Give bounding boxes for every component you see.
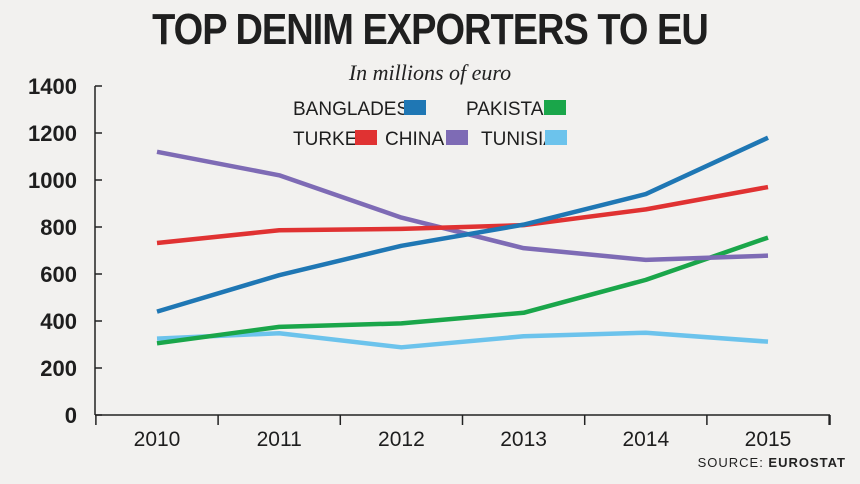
series-line-tunisia bbox=[156, 330, 769, 350]
legend-label-turkey: TURKEY bbox=[293, 129, 370, 150]
legend-swatch-china bbox=[446, 130, 468, 145]
legend-swatch-pakistan bbox=[544, 100, 566, 115]
x-tick-label: 2012 bbox=[378, 428, 425, 451]
source-name: EUROSTAT bbox=[768, 455, 846, 470]
source-note: SOURCE: EUROSTAT bbox=[698, 455, 846, 470]
x-tick-label: 2013 bbox=[500, 428, 547, 451]
legend-label-pakistan: PAKISTAN bbox=[466, 99, 557, 120]
y-tick-label: 1000 bbox=[28, 168, 77, 193]
x-tick-label: 2014 bbox=[622, 428, 669, 451]
legend-swatch-tunisia bbox=[545, 130, 567, 145]
chart-subtitle: In millions of euro bbox=[348, 60, 512, 85]
legend: BANGLADESH PAKISTAN TURKEY CHINA TUNISIA bbox=[293, 99, 567, 150]
legend-label-china: CHINA bbox=[385, 129, 444, 150]
x-tick-label: 2010 bbox=[134, 428, 181, 451]
chart-title: TOP DENIM EXPORTERS TO EU bbox=[152, 6, 709, 55]
series-line-china bbox=[156, 149, 769, 263]
series-line-bangladesh bbox=[156, 135, 769, 314]
legend-label-tunisia: TUNISIA bbox=[481, 129, 556, 150]
y-tick-label: 1400 bbox=[28, 74, 77, 99]
axes: 0 200 400 600 800 1000 1200 1400 2010 2011 2012 201… bbox=[28, 74, 831, 451]
legend-label-bangladesh: BANGLADESH bbox=[293, 99, 423, 120]
x-tick-label: 2011 bbox=[257, 428, 302, 451]
series-lines bbox=[156, 135, 769, 350]
y-tick-label: 1200 bbox=[28, 121, 77, 146]
legend-swatch-turkey bbox=[355, 130, 377, 145]
x-tick-label: 2015 bbox=[745, 428, 792, 451]
legend-swatch-bangladesh bbox=[404, 100, 426, 115]
y-tick-label: 800 bbox=[40, 215, 77, 240]
y-tick-label: 400 bbox=[40, 309, 77, 334]
y-tick-label: 600 bbox=[40, 262, 77, 287]
source-prefix: SOURCE: bbox=[697, 455, 769, 470]
y-tick-label: 0 bbox=[65, 403, 77, 428]
y-tick-label: 200 bbox=[40, 356, 77, 381]
series-line-pakistan bbox=[156, 235, 769, 346]
series-line-turkey bbox=[156, 184, 769, 246]
